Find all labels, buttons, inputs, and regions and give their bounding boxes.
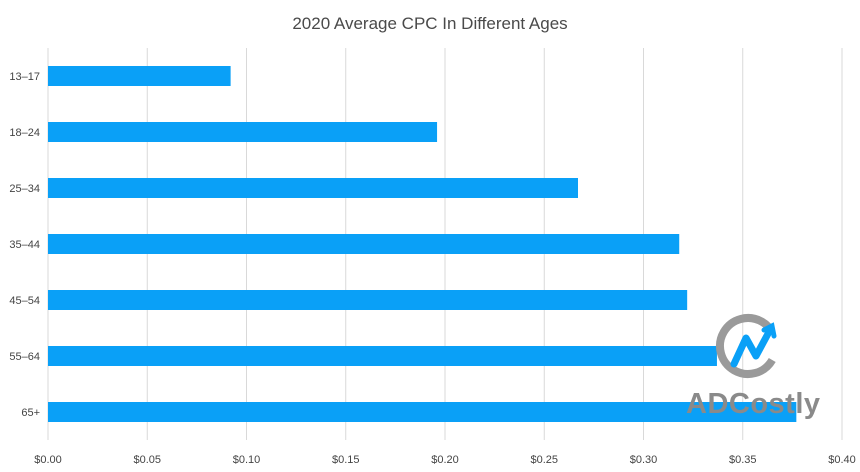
bar-25–34 bbox=[48, 178, 578, 198]
y-category-label: 65+ bbox=[21, 407, 40, 419]
bar-35–44 bbox=[48, 234, 680, 254]
x-tick-label: $0.40 bbox=[828, 454, 856, 466]
x-tick-label: $0.00 bbox=[34, 454, 62, 466]
y-category-label: 25–34 bbox=[9, 183, 40, 195]
x-tick-label: $0.15 bbox=[332, 454, 360, 466]
x-axis-labels: $0.00 $0.05 $0.10 $0.15 $0.20 $0.25 $0.30 $0.35… bbox=[34, 454, 856, 466]
y-category-label: 18–24 bbox=[9, 127, 40, 139]
bar-13–17 bbox=[48, 66, 231, 86]
y-category-label: 45–54 bbox=[9, 295, 40, 307]
y-axis-labels: 13–17 18–24 25–34 35–44 45–54 55–64 65+ bbox=[9, 71, 40, 419]
x-tick-label: $0.25 bbox=[530, 454, 558, 466]
y-category-label: 13–17 bbox=[9, 71, 40, 83]
y-category-label: 55–64 bbox=[9, 351, 40, 363]
x-tick-label: $0.20 bbox=[431, 454, 459, 466]
bar-18–24 bbox=[48, 122, 438, 142]
x-tick-label: $0.30 bbox=[630, 454, 658, 466]
bar-55–64 bbox=[48, 346, 717, 366]
x-tick-label: $0.05 bbox=[133, 454, 161, 466]
adcostly-logo-icon bbox=[716, 314, 780, 378]
chart-title: 2020 Average CPC In Different Ages bbox=[292, 14, 568, 33]
bar-45–54 bbox=[48, 290, 688, 310]
watermark-text: ADCostly bbox=[686, 388, 821, 420]
x-tick-label: $0.35 bbox=[729, 454, 757, 466]
y-category-label: 35–44 bbox=[9, 239, 40, 251]
bar-65+ bbox=[48, 402, 797, 422]
x-tick-label: $0.10 bbox=[233, 454, 261, 466]
bars bbox=[48, 66, 797, 422]
